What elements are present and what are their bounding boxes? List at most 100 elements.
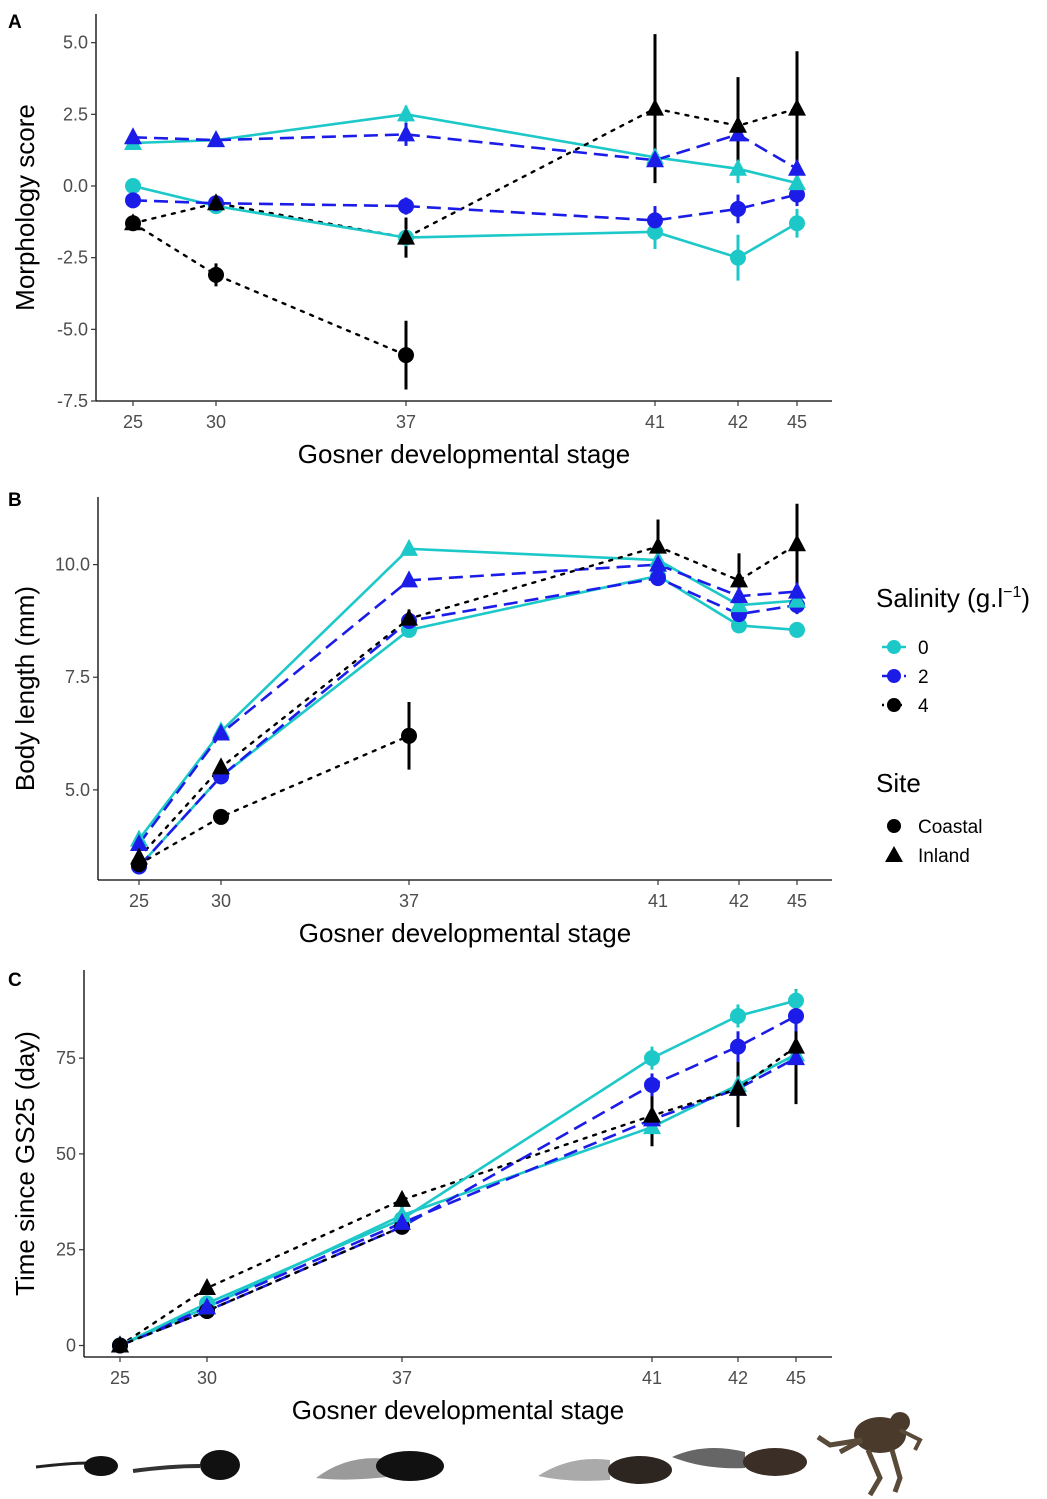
tadpole-stage-42-icon: [672, 1448, 807, 1476]
legend-site-label: Coastal: [918, 817, 982, 838]
point-inland-sal2: [646, 150, 664, 168]
x-tick-label: 42: [729, 891, 749, 911]
x-tick-label: 25: [110, 1368, 130, 1388]
legend-salinity-title: Salinity (g.l−1): [876, 583, 1030, 613]
point-inland-sal2: [400, 570, 418, 588]
chart-panels: A 5.0 2.5 0.0 -2.5 -5.0 -7.5 25 30 37 41 42 45 Gosner…: [8, 12, 832, 1425]
panel-letter: A: [8, 12, 22, 33]
series-line-inland-sal4: [137, 543, 799, 859]
tadpole-stage-25-icon: [35, 1456, 118, 1476]
point-inland-sal0: [788, 173, 806, 191]
point-coastal-sal0: [647, 223, 663, 240]
point-inland-sal4: [111, 1335, 129, 1353]
x-axis-title: Gosner developmental stage: [292, 1395, 624, 1425]
point-inland-sal0: [400, 538, 418, 556]
point-inland-sal2: [788, 158, 806, 176]
point-inland-sal4: [198, 1278, 216, 1296]
series-line-coastal-sal4: [137, 734, 411, 866]
point-inland-sal0: [397, 104, 415, 122]
y-tick-label: 5.0: [63, 33, 88, 53]
point-inland-sal2: [397, 124, 415, 142]
point-inland-sal4: [788, 98, 806, 116]
x-tick-label: 42: [728, 1368, 748, 1388]
y-tick-label: -7.5: [57, 391, 88, 411]
x-tick-label: 37: [392, 1368, 412, 1388]
point-coastal-sal2: [650, 570, 666, 587]
legend-key-dot-2: [887, 669, 901, 683]
x-tick-label: 37: [399, 891, 419, 911]
point-inland-sal2: [393, 1212, 411, 1230]
y-axis-title: Body length (mm): [10, 586, 40, 791]
froglet-stage-45-icon: [816, 1412, 923, 1497]
point-coastal-sal2: [730, 200, 746, 217]
point-coastal-sal2: [398, 198, 414, 215]
legend-triangle-icon: [885, 846, 903, 862]
x-tick-label: 37: [396, 412, 416, 432]
point-inland-sal2: [124, 127, 142, 145]
legend-salinity-label: 0: [918, 638, 929, 659]
x-tick-label: 25: [123, 412, 143, 432]
series-line-inland-sal4: [118, 1045, 798, 1347]
tadpole-stage-37-icon: [316, 1451, 444, 1481]
point-inland-sal4: [729, 115, 747, 133]
point-coastal-sal0: [730, 249, 746, 266]
point-inland-sal4: [787, 1036, 805, 1054]
y-tick-label: -2.5: [57, 248, 88, 268]
series-line-coastal-sal2: [119, 1014, 797, 1347]
series-line-inland-sal2: [132, 132, 798, 170]
point-inland-sal4: [124, 213, 142, 231]
point-coastal-sal2: [789, 186, 805, 203]
point-coastal-sal2: [788, 1007, 804, 1024]
series-line-inland-sal2: [137, 563, 798, 845]
point-coastal-sal2: [647, 212, 663, 229]
x-tick-label: 30: [197, 1368, 217, 1388]
legend: Salinity (g.l−1) 0 2 4 Site Coastal Inland: [876, 583, 1030, 867]
series-line-coastal-sal0: [138, 574, 798, 868]
y-tick-label: 7.5: [65, 667, 90, 687]
point-inland-sal4: [397, 227, 415, 245]
point-inland-sal4: [393, 1189, 411, 1207]
y-tick-label: 50: [56, 1144, 76, 1164]
legend-salinity-label: 2: [918, 667, 929, 688]
point-coastal-sal4: [398, 347, 414, 364]
point-inland-sal4: [729, 1078, 747, 1096]
y-tick-label: 25: [56, 1240, 76, 1260]
point-inland-sal2: [787, 1048, 805, 1066]
y-tick-label: 75: [56, 1048, 76, 1068]
point-coastal-sal2: [125, 192, 141, 209]
x-tick-label: 45: [786, 1368, 806, 1388]
point-coastal-sal4: [208, 266, 224, 283]
point-inland-sal2: [198, 1297, 216, 1315]
point-coastal-sal0: [789, 621, 805, 638]
point-coastal-sal0: [788, 992, 804, 1009]
series-line-coastal-sal4: [131, 222, 408, 357]
x-axis-title: Gosner developmental stage: [298, 439, 630, 469]
x-tick-label: 41: [648, 891, 668, 911]
point-coastal-sal0: [125, 178, 141, 194]
series-line-coastal-sal0: [132, 184, 798, 260]
point-coastal-sal0: [731, 617, 747, 634]
legend-site-label: Inland: [918, 846, 970, 867]
point-inland-sal4: [649, 536, 667, 554]
panel-b: B 10.0 7.5 5.0 25 30 37 41 42 45 Gosner developmen…: [8, 490, 832, 948]
series-line-coastal-sal2: [132, 193, 798, 222]
stage-illustrations: [35, 1412, 923, 1497]
point-coastal-sal4: [401, 727, 417, 744]
point-inland-sal4: [730, 570, 748, 588]
point-coastal-sal2: [644, 1076, 660, 1093]
legend-site-title: Site: [876, 768, 921, 798]
point-inland-sal0: [729, 158, 747, 176]
tadpole-stage-41-icon: [538, 1456, 672, 1484]
point-inland-sal2: [130, 833, 148, 851]
x-tick-label: 41: [642, 1368, 662, 1388]
series-line-coastal-sal0: [119, 999, 797, 1347]
x-tick-label: 30: [211, 891, 231, 911]
point-inland-sal2: [729, 124, 747, 142]
series-line-coastal-sal2: [138, 576, 798, 868]
x-tick-label: 25: [129, 891, 149, 911]
x-tick-label: 45: [787, 891, 807, 911]
point-inland-sal2: [788, 581, 806, 599]
legend-salinity-keys: 0 2 4: [882, 638, 929, 717]
panel-letter: B: [8, 490, 22, 511]
